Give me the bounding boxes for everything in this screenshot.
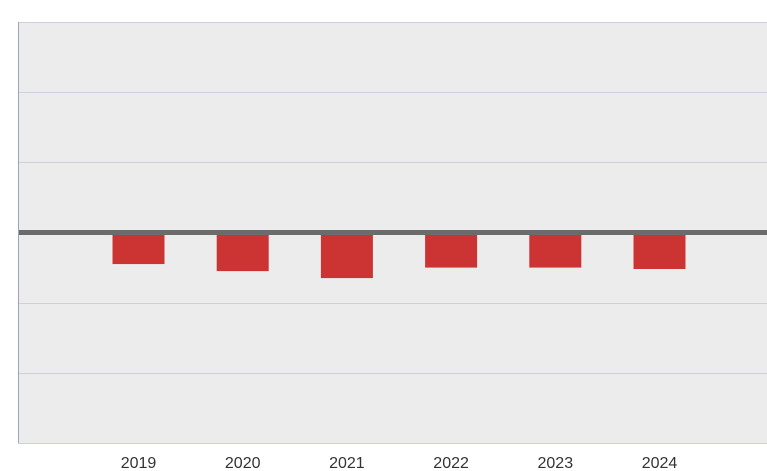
bar-2024 — [633, 232, 686, 269]
bars — [112, 232, 686, 279]
grid-lines — [18, 22, 767, 444]
x-tick-label-2024: 2024 — [642, 455, 678, 471]
x-tick-label-2020: 2020 — [225, 455, 261, 471]
bar-2019 — [112, 232, 165, 265]
x-tick-label-2022: 2022 — [433, 455, 469, 471]
bar-2022 — [425, 232, 478, 268]
x-tick-labels: 2019 2020 2021 2022 2023 2024 — [121, 455, 678, 471]
bar-2021 — [320, 232, 373, 279]
x-tick-label-2019: 2019 — [121, 455, 157, 471]
x-tick-label-2021: 2021 — [329, 455, 365, 471]
bar-2023 — [529, 232, 582, 268]
bar-2020 — [216, 232, 269, 272]
x-tick-label-2023: 2023 — [538, 455, 574, 471]
